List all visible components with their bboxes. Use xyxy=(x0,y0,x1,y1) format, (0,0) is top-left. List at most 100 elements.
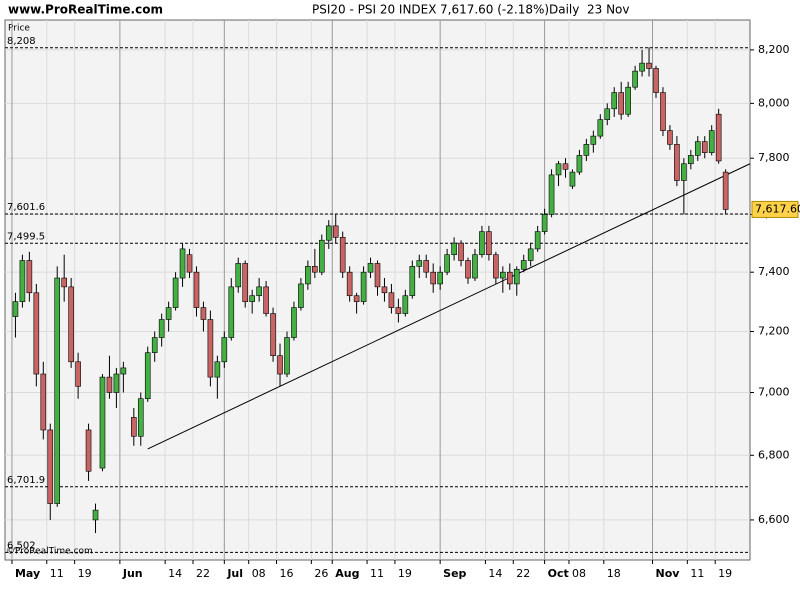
y-tick-label: 7,000 xyxy=(758,386,790,399)
candle-body xyxy=(179,248,186,279)
candle-body xyxy=(131,417,137,437)
candle-body xyxy=(493,254,499,279)
candle-body xyxy=(569,171,576,187)
candle-body xyxy=(639,62,645,72)
level-label: 6,502 xyxy=(7,540,36,551)
candle-body xyxy=(660,92,666,131)
candle-body xyxy=(298,283,304,308)
x-tick-label: 22 xyxy=(196,567,210,580)
y-tick-label: 8,200 xyxy=(758,43,790,56)
candle-body xyxy=(92,509,99,521)
candle-body xyxy=(437,271,443,285)
candle-body xyxy=(256,286,262,297)
x-tick-label: 14 xyxy=(488,567,502,580)
candle-body xyxy=(694,141,701,156)
candle-body xyxy=(479,231,485,255)
candle-body xyxy=(19,260,26,302)
candle-body xyxy=(113,373,120,393)
candle-body xyxy=(451,242,457,255)
y-tick-label: 6,600 xyxy=(758,513,790,526)
last-price-tag xyxy=(751,200,799,218)
candle-body xyxy=(353,295,360,302)
candle-body xyxy=(472,254,478,279)
candle-body xyxy=(207,319,214,378)
candle-body xyxy=(534,231,541,250)
x-tick-label: 19 xyxy=(718,567,732,580)
candle-body xyxy=(444,254,450,273)
candle-body xyxy=(26,260,33,294)
candle-body xyxy=(75,361,81,387)
candle-body xyxy=(625,86,631,115)
candle-body xyxy=(291,307,297,338)
candle-body xyxy=(332,225,339,238)
candle-body xyxy=(12,301,19,317)
x-tick-label: 19 xyxy=(78,567,92,580)
x-tick-label: 16 xyxy=(280,567,294,580)
x-tick-label: 11 xyxy=(370,567,384,580)
x-tick-label: 19 xyxy=(398,567,412,580)
candle-body xyxy=(106,376,113,393)
candle-body xyxy=(284,337,290,375)
candle-body xyxy=(458,242,464,261)
x-tick-label: 08 xyxy=(252,567,266,580)
candle-body xyxy=(193,271,200,308)
candle-body xyxy=(506,271,513,285)
candle-body xyxy=(708,130,715,153)
candle-body xyxy=(548,174,555,215)
candle-body xyxy=(85,429,92,472)
level-label: 8,208 xyxy=(7,36,36,47)
candle-body xyxy=(312,266,318,273)
period: Daily 23 Nov xyxy=(549,3,630,17)
x-tick-label: Jul xyxy=(226,567,243,580)
candle-body xyxy=(527,248,534,261)
candle-body xyxy=(40,373,47,431)
candle-body xyxy=(388,292,395,308)
trendline xyxy=(147,163,751,450)
level-label: 7,601.6 xyxy=(7,202,45,213)
candle-body xyxy=(228,286,235,338)
candle-body xyxy=(214,361,221,378)
y-axis-label: Price xyxy=(8,24,30,34)
candle-body xyxy=(555,163,562,176)
y-tick-label: 8,000 xyxy=(758,96,790,109)
x-tick-label: Sep xyxy=(443,567,466,580)
x-tick-label: 08 xyxy=(572,567,586,580)
candle-body xyxy=(681,163,687,181)
candle-body xyxy=(590,135,597,145)
candle-body xyxy=(158,319,165,338)
candle-body xyxy=(263,286,269,314)
candle-body xyxy=(47,429,54,504)
last-price-label: 7,617.60 xyxy=(755,202,800,215)
candle-body xyxy=(611,92,618,110)
x-tick-label: 14 xyxy=(168,567,182,580)
candle-body xyxy=(54,277,61,504)
candle-body xyxy=(360,271,367,302)
candle-body xyxy=(277,355,283,375)
candle-body xyxy=(186,254,193,273)
candle-body xyxy=(604,108,611,120)
candle-body xyxy=(423,260,430,273)
candle-body xyxy=(339,237,346,273)
candle-body xyxy=(674,144,680,181)
candle-body xyxy=(632,70,638,88)
candle-body xyxy=(688,155,694,165)
candle-body xyxy=(430,271,437,285)
x-tick-label: 11 xyxy=(690,567,704,580)
candle-body xyxy=(562,163,569,170)
candle-body xyxy=(99,376,106,469)
candle-body xyxy=(667,130,673,145)
candle-body xyxy=(409,266,416,297)
candle-body xyxy=(576,155,583,173)
x-tick-label: Nov xyxy=(656,567,681,580)
candle-body xyxy=(318,239,325,273)
level-label: 7,499.5 xyxy=(7,231,45,242)
candle-body xyxy=(500,271,506,279)
site: www.ProRealTime.com xyxy=(8,3,163,17)
candle-body xyxy=(172,277,179,308)
candle-body xyxy=(235,263,242,288)
candle-body xyxy=(597,119,604,137)
candle-body xyxy=(221,337,228,363)
candle-body xyxy=(61,277,67,288)
candle-body xyxy=(374,263,381,288)
